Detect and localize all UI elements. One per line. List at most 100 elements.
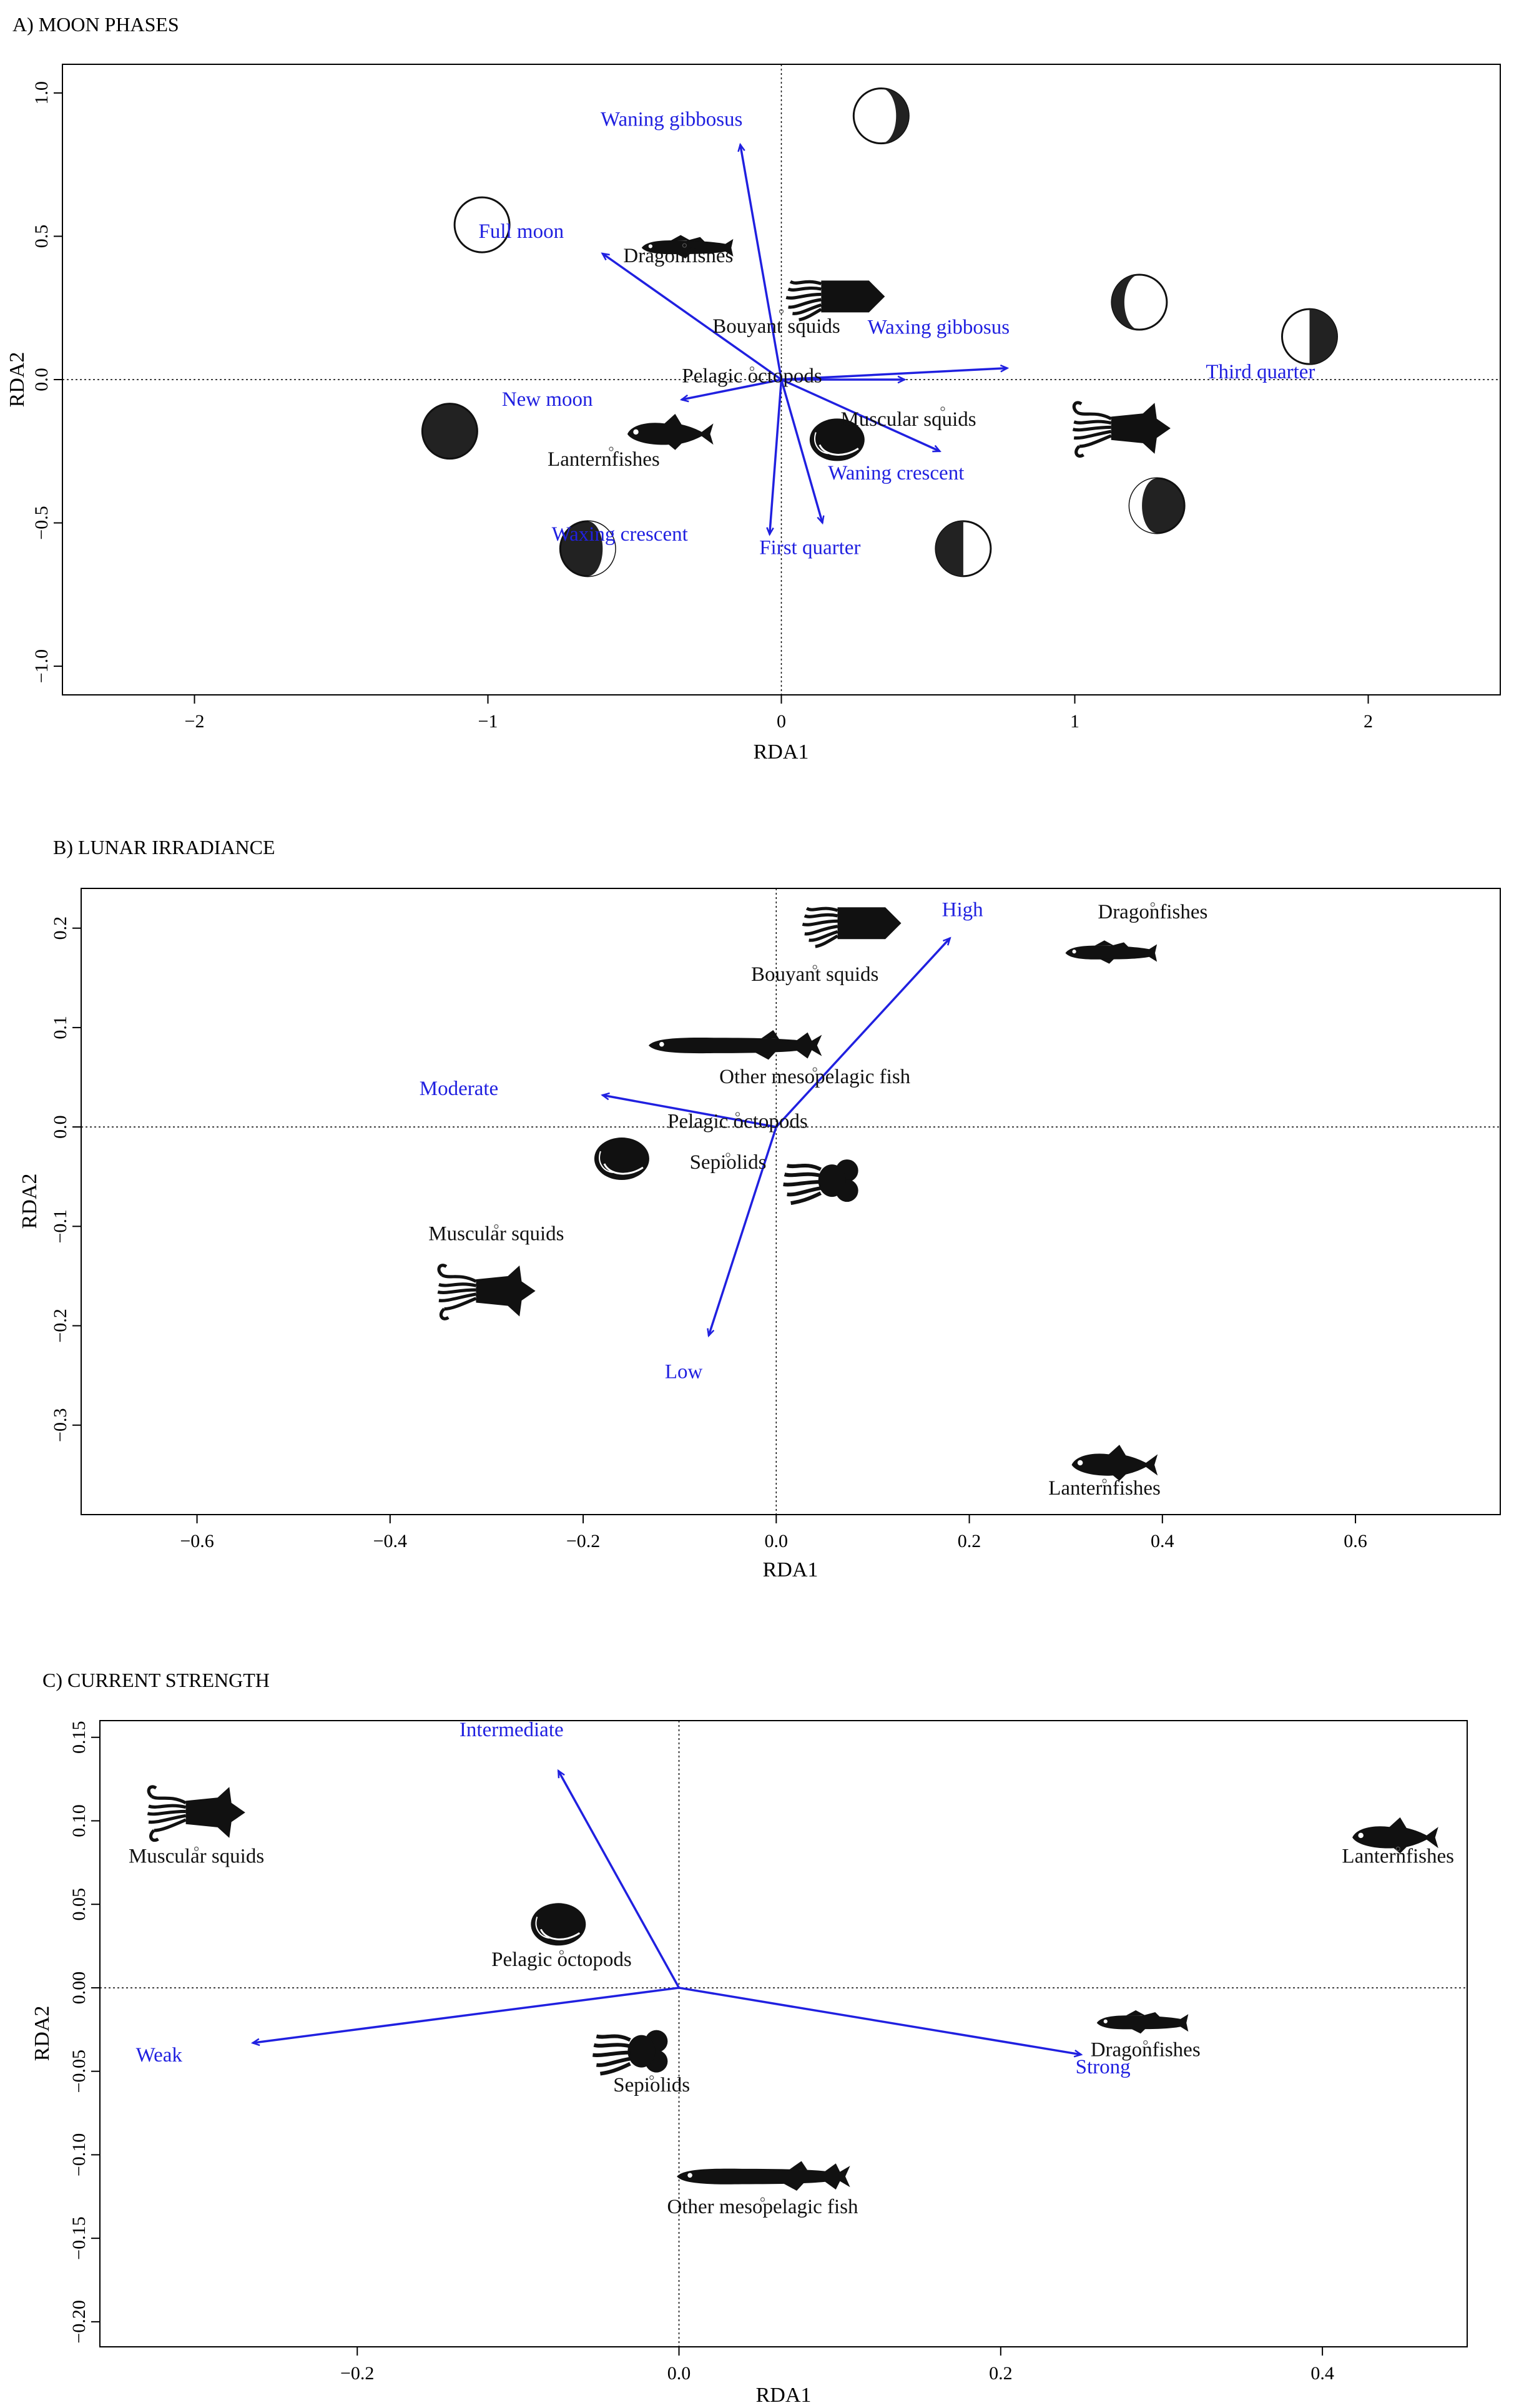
vector-arrowhead [679, 394, 689, 403]
y-tick-label: −0.2 [50, 1309, 71, 1342]
species-label: Other mesopelagic fish [667, 2196, 858, 2218]
x-tick-label: −1 [478, 711, 498, 732]
y-tick-label: −0.1 [50, 1209, 71, 1243]
species-point [1143, 2040, 1148, 2045]
species-point [649, 2075, 654, 2080]
x-tick-label: 0.0 [765, 1531, 789, 1551]
y-tick-label: −0.15 [69, 2216, 89, 2259]
vector-label: First quarter [759, 537, 860, 559]
vector-label: Waxing crescent [552, 523, 688, 546]
y-tick-label: 0.1 [50, 1016, 71, 1039]
x-tick-label: 0.6 [1344, 1531, 1367, 1551]
species-label: Other mesopelagic fish [719, 1066, 911, 1088]
species-point [812, 1067, 817, 1072]
vector-arrow [768, 379, 783, 535]
bouyant-squid-icon [802, 907, 901, 946]
x-tick-label: −0.2 [566, 1531, 600, 1551]
moon-waning-gibbous-icon [852, 87, 910, 145]
x-tick-label: −2 [185, 711, 205, 732]
species-label: Pelagic octopods [667, 1111, 808, 1133]
vector-arrowhead [897, 375, 907, 384]
species-label: Lanternfishes [1048, 1477, 1161, 1500]
species-label: Dragonfishes [1098, 901, 1207, 923]
y-tick-label: 0.2 [50, 917, 71, 940]
panel-a-ylabel: RDA2 [6, 352, 29, 408]
species-label: Muscular squids [129, 1845, 264, 1867]
lanternfish-icon [627, 413, 714, 450]
x-tick-label: 1 [1070, 711, 1079, 732]
vector-label: Moderate [420, 1078, 498, 1100]
species-point [1150, 902, 1155, 907]
x-tick-label: 0.2 [958, 1531, 981, 1551]
x-tick-label: 0.2 [989, 2363, 1013, 2384]
vector-arrowhead [1073, 2049, 1083, 2058]
species-point [812, 965, 817, 970]
moon-first-quarter-icon [935, 520, 992, 577]
species-point [559, 1950, 564, 1955]
muscular-squid-icon [438, 1265, 535, 1319]
y-tick-label: 0.0 [31, 368, 52, 391]
panel-a-xlabel: RDA1 [754, 740, 809, 764]
moon-waning-crescent-icon [1128, 477, 1186, 534]
panel-b: B) LUNAR IRRADIANCE −0.6 −0.4 −0.2 0.0 0.2 0.… [18, 836, 1501, 1581]
species-point [940, 406, 945, 411]
vector-arrow [252, 1987, 679, 2044]
vector-arrowhead [557, 1769, 565, 1779]
species-label: Sepiolids [690, 1151, 767, 1174]
vector-label: Weak [136, 2044, 183, 2066]
vector-arrow [679, 1987, 1081, 2056]
vector-arrowhead [737, 142, 745, 152]
vector-arrow [707, 1126, 777, 1336]
species-point [725, 1152, 730, 1157]
species-label: Pelagic octopods [491, 1949, 632, 1971]
panel-c: C) CURRENT STRENGTH −0.2 0.0 0.2 0.4−0.20−0… [31, 1669, 1468, 2407]
vector-arrow [601, 252, 782, 381]
species-label: Bouyant squids [751, 963, 878, 986]
y-tick-label: −0.20 [69, 2300, 89, 2343]
species-label: Dragonfishes [623, 245, 733, 267]
vector-arrowhead [250, 2038, 260, 2047]
y-tick-label: −0.3 [50, 1408, 71, 1442]
vector-label: Full moon [478, 220, 564, 243]
panel-b-layer: −0.6 −0.4 −0.2 0.0 0.2 0.4 0.6 −0.3 −0.2 −0.1 0.0 0… [50, 888, 1500, 1551]
dragonfish-icon [1065, 940, 1158, 964]
vector-arrow [557, 1770, 681, 1988]
vector-label: New moon [502, 388, 593, 411]
vector-arrowhead [766, 527, 774, 536]
species-label: Sepiolids [613, 2074, 690, 2096]
y-tick-label: −0.05 [69, 2050, 89, 2093]
species-point [194, 1846, 199, 1851]
x-tick-label: −0.2 [340, 2363, 374, 2384]
octopod-icon [593, 1136, 651, 1181]
x-tick-label: 2 [1364, 711, 1373, 732]
x-tick-label: −0.6 [180, 1531, 214, 1551]
panel-b-ylabel: RDA2 [18, 1174, 41, 1229]
panel-c-frame [99, 1720, 1468, 2347]
vector-arrowhead [601, 1092, 610, 1101]
dragonfish-icon [1096, 2010, 1189, 2034]
panel-a: A) MOON PHASES −2 −1 0 1 2 −1.0 −0.5 0.0 0.5 1.0 W… [6, 13, 1501, 764]
vector-arrowhead [943, 936, 951, 946]
panel-c-title: C) CURRENT STRENGTH [42, 1669, 270, 1691]
muscular-squid-icon [147, 1787, 245, 1840]
panel-c-ylabel: RDA2 [31, 2006, 54, 2062]
vector-arrow [681, 378, 782, 401]
species-label: Muscular squids [428, 1223, 564, 1246]
y-tick-label: 0.05 [69, 1888, 89, 1921]
panel-b-frame [81, 888, 1501, 1515]
x-tick-label: 0.4 [1151, 1531, 1174, 1551]
vector-label: Waxing gibbosus [868, 317, 1010, 339]
other-mesopelagic-icon [648, 1030, 822, 1060]
panel-a-title: A) MOON PHASES [12, 13, 179, 36]
species-label: Muscular squids [840, 408, 976, 431]
y-tick-label: 0.0 [50, 1115, 71, 1139]
species-point [1395, 1846, 1400, 1851]
panel-c-layer: −0.2 0.0 0.2 0.4 −0.20 −0.15 −0.10 −0.05 0.00 0.0… [69, 1719, 1467, 2384]
vector-arrow [781, 366, 1008, 381]
vector-arrowhead [817, 515, 825, 525]
species-point [682, 243, 687, 248]
species-point [494, 1224, 499, 1229]
species-point [749, 366, 755, 371]
sepiolid-icon [592, 2030, 667, 2074]
y-tick-label: 0.00 [69, 1972, 89, 2005]
